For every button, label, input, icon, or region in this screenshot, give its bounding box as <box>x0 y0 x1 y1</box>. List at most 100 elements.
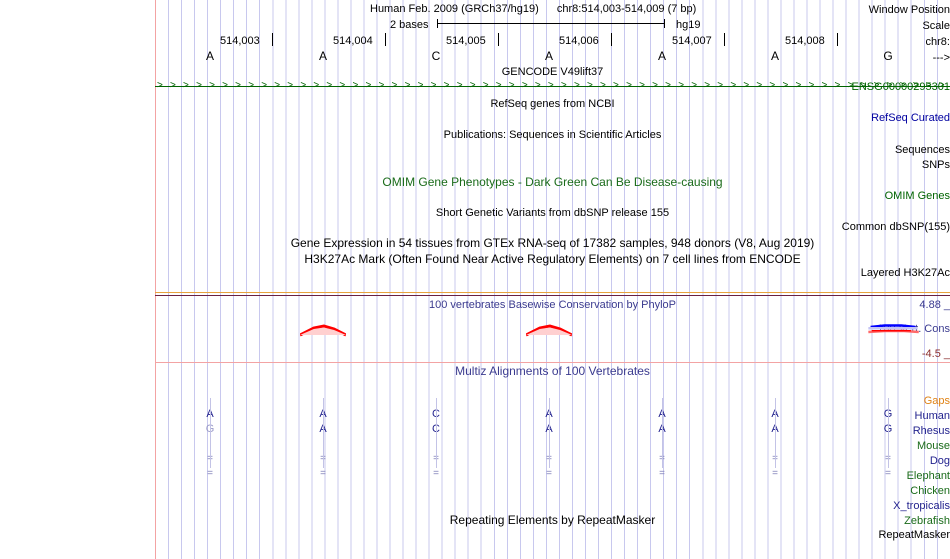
row-label-chrom: chr8: <box>925 36 950 48</box>
multiz-species-label-gaps[interactable]: Gaps <box>923 395 950 407</box>
multiz-gap-marker: = <box>885 468 891 479</box>
strand-arrow-icon: > <box>860 80 867 91</box>
strand-arrow-icon: > <box>626 80 632 91</box>
reference-base: A <box>205 49 214 63</box>
strand-arrow-icon: > <box>560 80 567 91</box>
strand-arrow-icon: > <box>443 80 450 91</box>
multiz-species-label-dog[interactable]: Dog <box>929 455 950 467</box>
strand-arrow-icon: > <box>639 80 645 91</box>
multiz-column-tick <box>775 398 776 468</box>
track-title-phylop: 100 vertebrates Basewise Conservation by… <box>428 299 677 311</box>
strand-arrow-icon: > <box>430 80 437 91</box>
phylop-conservation-plot[interactable] <box>155 300 950 360</box>
track-title-h3k27ac: H3K27Ac Mark (Often Found Near Active Re… <box>304 252 801 266</box>
strand-arrow-icon: > <box>352 80 359 91</box>
strand-arrow-icon: > <box>222 80 228 91</box>
track-label-dbsnp[interactable]: Common dbSNP(155) <box>841 221 950 233</box>
multiz-species-label-x-tropicalis[interactable]: X_tropicalis <box>893 500 950 512</box>
track-label-gencode[interactable]: ENSG00000295301 <box>851 81 950 93</box>
ruler-tick-label: 514,007 <box>672 35 712 47</box>
strand-arrow-icon: > <box>300 80 307 91</box>
strand-arrow-icon: > <box>365 80 372 91</box>
strand-arrow-icon: > <box>717 80 724 91</box>
phylop-peak[interactable] <box>525 318 573 340</box>
strand-arrow-icon: > <box>704 80 711 91</box>
phylop-min-label: -4.5 _ <box>921 348 950 360</box>
strand-arrow-icon: > <box>613 80 619 91</box>
strand-arrow-icon: > <box>691 80 698 91</box>
reference-base: A <box>544 49 553 63</box>
phylop-top-border-orange <box>155 292 950 293</box>
phylop-peak[interactable] <box>865 318 921 340</box>
reference-base: A <box>318 49 327 63</box>
multiz-species-label-human[interactable]: Human <box>914 410 950 422</box>
track-title-gencode: GENCODE V49lift37 <box>501 66 604 78</box>
track-label-snps[interactable]: SNPs <box>921 159 950 171</box>
strand-arrow-icon: > <box>326 80 333 91</box>
reference-base: G <box>883 49 893 63</box>
strand-arrow-icon: > <box>196 80 202 91</box>
assembly-title: Human Feb. 2009 (GRCh37/hg19) chr8:514,0… <box>370 3 696 15</box>
strand-arrow-icon: > <box>769 80 776 91</box>
track-title-multiz: Multiz Alignments of 100 Vertebrates <box>455 364 650 378</box>
strand-arrow-icon: > <box>730 80 737 91</box>
multiz-species-label-zebrafish[interactable]: Zebrafish <box>904 515 950 527</box>
multiz-gap-marker: = <box>433 468 439 479</box>
multiz-gap-marker: = <box>659 468 665 479</box>
ruler-tick-label: 514,004 <box>333 35 373 47</box>
multiz-gap-marker: = <box>546 468 552 479</box>
track-title-publications: Publications: Sequences in Scientific Ar… <box>443 129 662 141</box>
strand-arrow-icon: > <box>209 80 215 91</box>
track-label-sequences[interactable]: Sequences <box>894 144 950 156</box>
strand-arrow-icon: > <box>417 80 424 91</box>
multiz-column-tick <box>662 398 663 468</box>
ruler-tick-mark <box>837 33 838 46</box>
track-label-repeatmasker[interactable]: RepeatMasker <box>878 529 950 541</box>
multiz-gap-marker: = <box>772 468 778 479</box>
gencode-transcript-line[interactable]: > > > > > > > > > > > > > > > > > > > > > > > > > > > > > > > > > > > > > > > >… <box>155 80 950 91</box>
strand-arrow-icon: > <box>938 80 945 91</box>
row-label-window-position: Window Position <box>868 4 950 16</box>
strand-arrow-icon: > <box>404 80 411 91</box>
assembly-db-label: hg19 <box>676 19 701 31</box>
strand-arrow-icon: > <box>873 80 880 91</box>
strand-arrow-icon: > <box>534 80 541 91</box>
scale-bar <box>437 19 665 28</box>
strand-arrow-icon: > <box>795 80 802 91</box>
phylop-peak[interactable] <box>299 318 347 340</box>
track-label-omim[interactable]: OMIM Genes <box>884 190 950 202</box>
track-label-refseq[interactable]: RefSeq Curated <box>871 112 950 124</box>
track-label-h3k27ac[interactable]: Layered H3K27Ac <box>860 267 950 279</box>
reference-base: C <box>431 49 441 63</box>
row-label-strand: ---> <box>932 52 950 64</box>
multiz-species-label-elephant[interactable]: Elephant <box>906 470 950 482</box>
multiz-row[interactable]: = = = = = = = <box>155 469 950 479</box>
ruler-tick-mark <box>724 33 725 46</box>
track-title-repeatmasker: Repeating Elements by RepeatMasker <box>449 513 656 527</box>
phylop-max-label: 4.88 _ <box>919 299 950 311</box>
reference-base: A <box>657 49 666 63</box>
ruler-tick-label: 514,008 <box>785 35 825 47</box>
row-label-scale: Scale <box>922 20 950 32</box>
ruler-tick-mark <box>611 33 612 46</box>
strand-arrow-icon: > <box>456 80 463 91</box>
multiz-gap-marker: = <box>207 468 213 479</box>
strand-arrow-icon: > <box>391 80 398 91</box>
ruler-tick-label: 514,006 <box>559 35 599 47</box>
strand-arrow-icon: > <box>339 80 346 91</box>
strand-arrow-icon: > <box>678 80 685 91</box>
multiz-species-label-chicken[interactable]: Chicken <box>910 485 950 497</box>
strand-arrow-icon: > <box>287 80 294 91</box>
strand-arrow-icon: > <box>782 80 789 91</box>
strand-arrow-icon: > <box>821 80 828 91</box>
strand-arrow-icon: > <box>600 80 606 91</box>
strand-arrow-icon: > <box>847 80 854 91</box>
multiz-column-tick <box>436 398 437 468</box>
strand-arrow-icon: > <box>547 80 554 91</box>
strand-arrow-icon: > <box>495 80 502 91</box>
multiz-species-label-rhesus[interactable]: Rhesus <box>912 425 950 437</box>
multiz-species-label-mouse[interactable]: Mouse <box>916 440 950 452</box>
strand-arrow-icon: > <box>808 80 815 91</box>
strand-arrow-icon: > <box>157 80 163 91</box>
